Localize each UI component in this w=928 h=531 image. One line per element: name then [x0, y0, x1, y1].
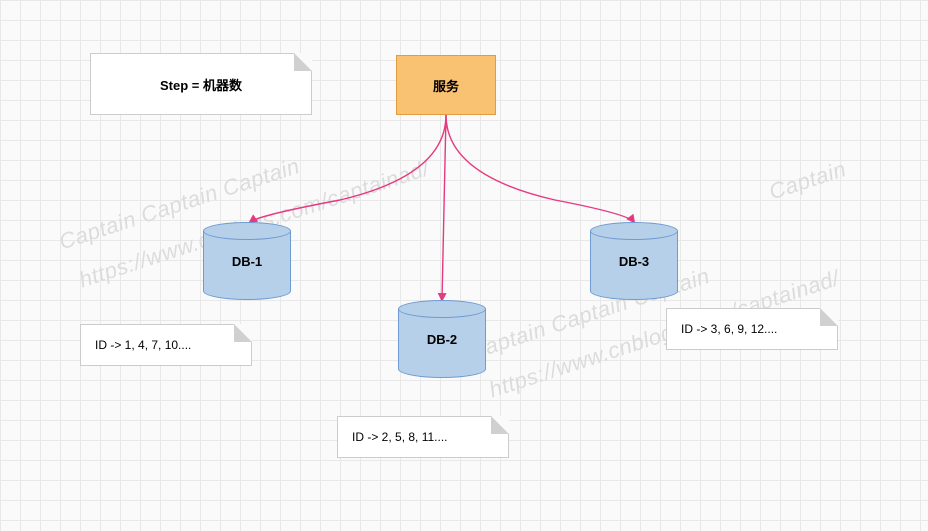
id-note-db1: ID -> 1, 4, 7, 10....	[80, 324, 252, 366]
database-label: DB-1	[232, 254, 262, 269]
cylinder-bottom	[203, 291, 291, 300]
note-fold-icon	[491, 416, 509, 434]
cylinder-top	[590, 222, 678, 240]
cylinder-body: DB-3	[590, 231, 678, 291]
service-label: 服务	[433, 76, 459, 95]
id-note-label: ID -> 1, 4, 7, 10....	[95, 338, 191, 352]
cylinder-body: DB-1	[203, 231, 291, 291]
id-note-label: ID -> 3, 6, 9, 12....	[681, 322, 777, 336]
service-node: 服务	[396, 55, 496, 115]
database-node-db1: DB-1	[203, 222, 291, 300]
step-note: Step = 机器数	[90, 53, 312, 115]
database-node-db2: DB-2	[398, 300, 486, 378]
database-label: DB-3	[619, 254, 649, 269]
step-note-label: Step = 机器数	[160, 75, 242, 94]
database-node-db3: DB-3	[590, 222, 678, 300]
cylinder-top	[398, 300, 486, 318]
cylinder-top	[203, 222, 291, 240]
cylinder-body: DB-2	[398, 309, 486, 369]
cylinder-bottom	[398, 369, 486, 378]
cylinder-bottom	[590, 291, 678, 300]
note-fold-icon	[820, 308, 838, 326]
id-note-db2: ID -> 2, 5, 8, 11....	[337, 416, 509, 458]
id-note-db3: ID -> 3, 6, 9, 12....	[666, 308, 838, 350]
id-note-label: ID -> 2, 5, 8, 11....	[352, 430, 448, 444]
database-label: DB-2	[427, 332, 457, 347]
note-fold-icon	[294, 53, 312, 71]
note-fold-icon	[234, 324, 252, 342]
